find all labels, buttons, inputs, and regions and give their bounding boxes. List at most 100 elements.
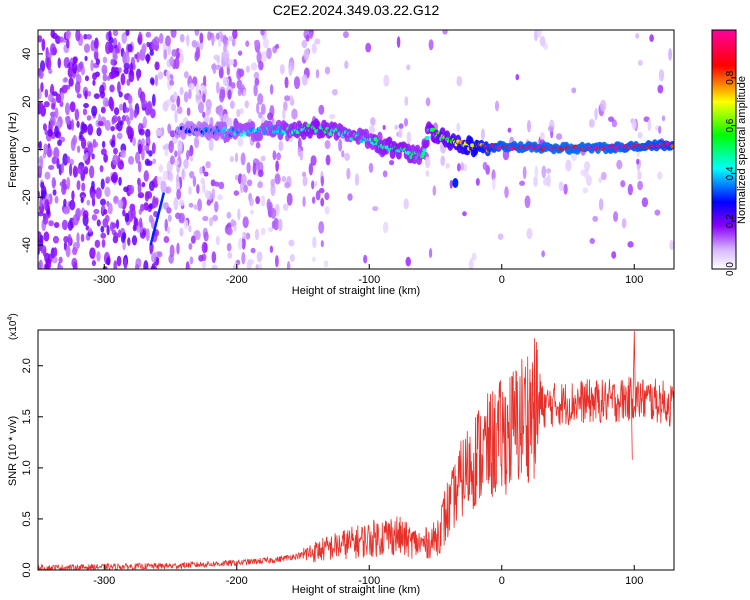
heatmap-cell: [110, 72, 118, 79]
heatmap-cell: [154, 61, 160, 71]
heatmap-cell: [100, 148, 107, 156]
heatmap-cell: [199, 166, 203, 175]
heatmap-cell: [168, 171, 174, 182]
heatmap-cell: [151, 93, 156, 107]
heatmap-cell: [135, 151, 141, 164]
heatmap-cell: [173, 159, 180, 166]
heatmap-cell: [241, 251, 246, 265]
heatmap-cell: [49, 115, 56, 127]
heatmap-cell: [81, 137, 87, 150]
heatmap-streak: [149, 192, 166, 246]
heatmap-cell: [598, 177, 603, 184]
heatmap-cell: [162, 101, 169, 112]
heatmap-cell: [44, 198, 50, 212]
heatmap-cell: [104, 186, 111, 198]
heatmap-cell: [288, 65, 293, 77]
heatmap-cell: [318, 104, 325, 115]
heatmap-cell: [160, 180, 167, 194]
heatmap-cell: [226, 227, 233, 236]
heatmap-cell: [260, 103, 266, 115]
heatmap-cell: [145, 128, 151, 139]
heatmap-cell: [62, 153, 69, 166]
heatmap-cell: [162, 170, 169, 181]
heatmap-cell: [428, 248, 433, 259]
heatmap-cell: [252, 162, 257, 175]
x-tick-label: 100: [625, 575, 643, 587]
heatmap-cell: [200, 85, 206, 92]
heatmap-cell: [274, 255, 279, 268]
heatmap-cell: [253, 83, 258, 97]
heatmap-cell: [91, 247, 96, 258]
heatmap-cell: [205, 98, 212, 111]
heatmap-cell: [64, 102, 70, 116]
heatmap-cell: [262, 38, 270, 49]
heatmap-cell: [563, 183, 568, 195]
heatmap-cell: [492, 177, 496, 190]
heatmap-cell: [136, 51, 140, 63]
heatmap-cell: [189, 156, 194, 162]
heatmap-cell: [171, 49, 178, 57]
heatmap-cell: [598, 198, 604, 211]
heatmap-cell: [110, 125, 115, 132]
heatmap-cell: [167, 214, 172, 222]
heatmap-cell: [539, 36, 546, 47]
heatmap-cell: [245, 40, 250, 47]
y-tick-label: 2.0: [21, 358, 33, 373]
heatmap-cell: [275, 43, 280, 49]
heatmap-cell: [192, 175, 197, 187]
heatmap-cell: [309, 31, 313, 40]
heatmap-cell: [48, 220, 54, 227]
heatmap-cell: [173, 197, 179, 211]
heatmap-cell: [84, 75, 90, 82]
x-tick-label: -200: [226, 575, 248, 587]
heatmap-cell: [78, 61, 84, 70]
heatmap-cell: [121, 32, 128, 44]
heatmap-cell: [232, 59, 238, 68]
heatmap-cell: [494, 100, 500, 112]
heatmap-cell: [234, 174, 239, 181]
heatmap-cell: [299, 150, 304, 161]
heatmap-cell: [146, 53, 150, 64]
heatmap-cell: [456, 75, 463, 87]
heatmap-cell: [270, 207, 277, 219]
heatmap-cell: [302, 175, 308, 187]
heatmap-cell: [658, 69, 665, 82]
heatmap-cell: [311, 43, 317, 54]
heatmap-cell: [635, 32, 640, 39]
heatmap-cell: [211, 251, 217, 264]
heatmap-cell: [260, 195, 266, 207]
heatmap-cell: [232, 30, 238, 40]
heatmap-cell: [74, 108, 80, 121]
heatmap-cell: [145, 31, 152, 38]
heatmap-cell: [240, 173, 247, 186]
spectrogram-ylabel: Frequency (Hz): [7, 112, 19, 188]
heatmap-cell: [117, 116, 121, 123]
heatmap-cell: [75, 30, 81, 42]
heatmap-cell: [314, 180, 318, 187]
heatmap-cell: [104, 214, 110, 223]
heatmap-cell: [76, 180, 81, 191]
heatmap-cell: [150, 218, 155, 229]
heatmap-cell: [245, 65, 251, 73]
heatmap-cell: [183, 91, 189, 103]
heatmap-cell: [201, 181, 206, 194]
heatmap-cell: [318, 221, 325, 234]
colorbar-tick-label: 0.2: [725, 214, 736, 228]
heatmap-cell: [77, 164, 84, 175]
heatmap-cell: [125, 54, 130, 64]
heatmap-cell: [627, 241, 634, 248]
heatmap-cell: [541, 165, 547, 179]
heatmap-cell: [166, 70, 171, 79]
heatmap-cell: [223, 44, 228, 53]
heatmap-cell: [460, 161, 465, 171]
y-tick-label: 0.0: [21, 562, 33, 577]
heatmap-cell: [631, 119, 637, 130]
heatmap-cell: [63, 236, 69, 243]
heatmap-cell: [647, 118, 652, 132]
heatmap-cell: [411, 154, 418, 165]
heatmap-cell: [197, 101, 205, 114]
heatmap-cell: [197, 198, 202, 212]
heatmap-cell: [152, 158, 157, 164]
heatmap-cell: [72, 214, 79, 226]
heatmap-cell: [176, 242, 180, 255]
